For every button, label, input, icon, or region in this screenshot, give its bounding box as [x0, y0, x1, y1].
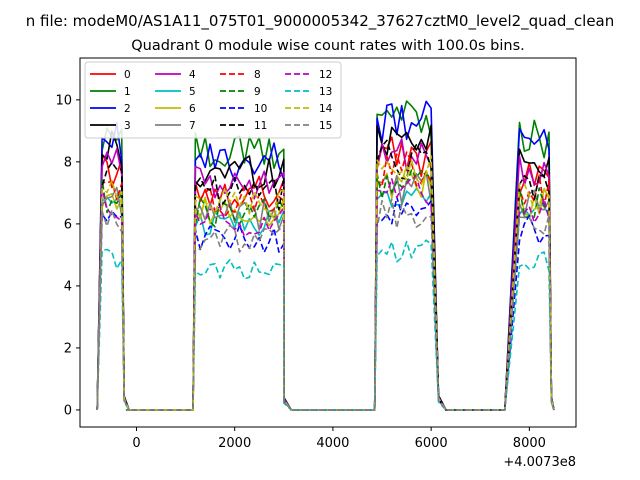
legend-label-3: 3	[124, 120, 131, 132]
series-line-11	[96, 139, 555, 411]
legend-label-4: 4	[189, 69, 196, 81]
series-line-1	[96, 100, 555, 411]
series-line-0	[96, 136, 555, 411]
series-line-15	[96, 198, 555, 411]
y-tick-label: 2	[64, 341, 72, 356]
plot-lines	[96, 100, 555, 411]
chart-suptitle: n file: modeM0/AS1A11_075T01_9000005342_…	[26, 12, 615, 31]
legend-label-7: 7	[189, 120, 196, 132]
y-tick-label: 8	[64, 155, 72, 170]
x-axis-offset-label: +4.0073e8	[503, 455, 576, 470]
x-tick-label: 2000	[218, 436, 251, 451]
y-tick-label: 10	[55, 93, 72, 108]
legend-label-9: 9	[254, 86, 261, 98]
series-line-13	[96, 239, 555, 411]
series-line-3	[96, 124, 555, 411]
y-tick-label: 4	[64, 279, 72, 294]
legend-label-1: 1	[124, 86, 131, 98]
x-tick-label: 6000	[415, 436, 448, 451]
x-tick-label: 4000	[316, 436, 349, 451]
plot-frame	[79, 57, 577, 428]
legend-label-15: 15	[319, 120, 332, 132]
series-line-9	[96, 169, 555, 411]
series-line-14	[96, 155, 555, 411]
series-line-7	[96, 172, 555, 411]
series-line-6	[96, 165, 555, 411]
y-tick-label: 0	[64, 403, 72, 418]
series-line-8	[96, 151, 555, 411]
legend-label-14: 14	[319, 103, 333, 115]
legend-label-10: 10	[254, 103, 267, 115]
axes-frame	[79, 57, 577, 428]
x-axis-ticks: 0 2000 4000 6000 8000	[132, 427, 546, 451]
legend-label-5: 5	[189, 86, 196, 98]
series-line-5	[96, 187, 555, 411]
series-line-10	[96, 196, 555, 411]
legend-label-0: 0	[124, 69, 131, 81]
x-tick-label: 0	[132, 436, 140, 451]
legend-box	[84, 61, 342, 139]
legend-label-11: 11	[254, 120, 267, 132]
legend-label-12: 12	[319, 69, 332, 81]
legend-label-8: 8	[254, 69, 261, 81]
y-axis-ticks: 0 2 4 6 8 10	[55, 93, 80, 418]
series-line-12	[96, 176, 555, 411]
x-tick-label: 8000	[513, 436, 546, 451]
series-line-4	[96, 138, 555, 411]
series-line-2	[96, 100, 555, 411]
chart-title: Quadrant 0 module wise count rates with …	[131, 38, 525, 54]
y-tick-label: 6	[64, 217, 72, 232]
legend-label-13: 13	[319, 86, 332, 98]
legend-label-6: 6	[189, 103, 196, 115]
legend-label-2: 2	[124, 103, 131, 115]
